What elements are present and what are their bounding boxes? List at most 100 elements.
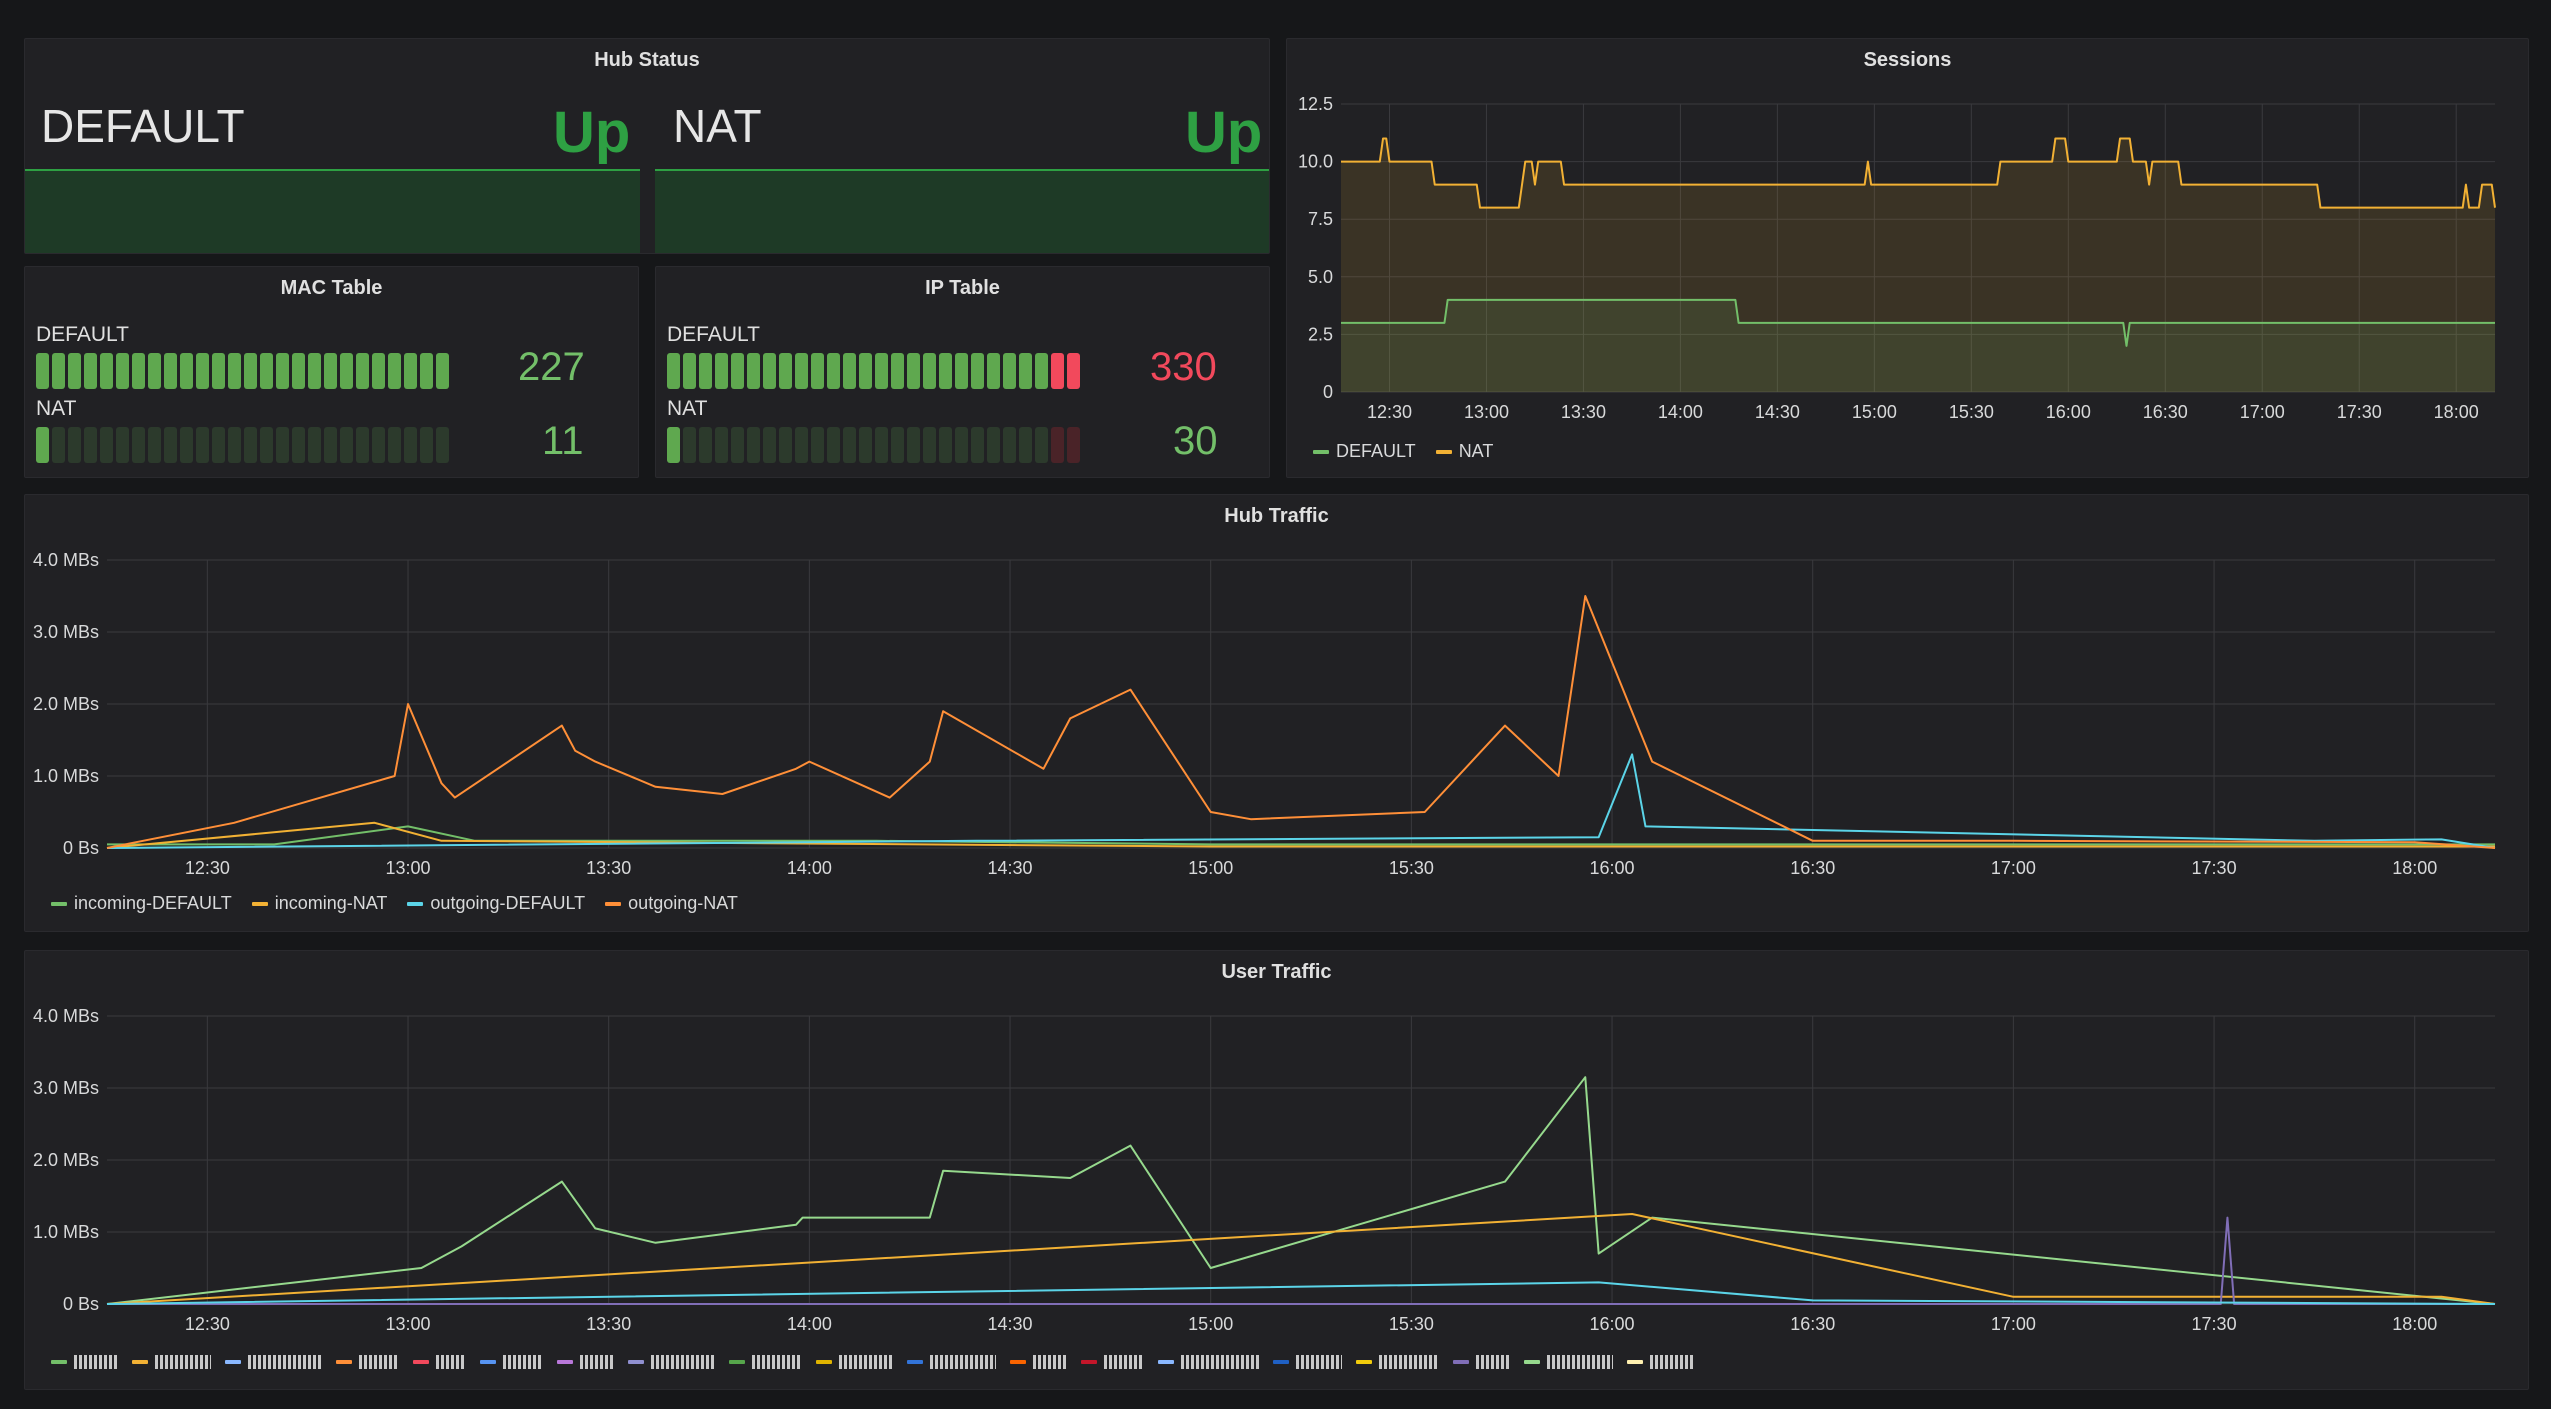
legend-item[interactable] xyxy=(51,1355,118,1369)
gauge-cell xyxy=(356,427,369,463)
gauge-cell xyxy=(1003,353,1016,389)
legend-item[interactable] xyxy=(413,1355,466,1369)
gauge-cell xyxy=(388,353,401,389)
x-tick-label: 15:30 xyxy=(1389,1314,1434,1334)
status-sparkline-default xyxy=(25,169,640,253)
legend-label-redacted xyxy=(1650,1355,1694,1369)
gauge-cell xyxy=(827,353,840,389)
user-traffic-panel: User Traffic 0 Bs 1.0 MBs 2.0 MBs 3.0 MBs 4.… xyxy=(24,950,2529,1390)
bar-gauge-nat xyxy=(36,427,449,463)
legend-item[interactable]: incoming-DEFAULT xyxy=(51,893,232,914)
legend-item[interactable] xyxy=(1273,1355,1342,1369)
series-line xyxy=(106,821,2495,849)
gauge-cell xyxy=(116,427,129,463)
gauge-cell xyxy=(859,427,872,463)
gauge-cell xyxy=(683,427,696,463)
x-tick-label: 17:00 xyxy=(1991,858,2036,878)
gauge-cell xyxy=(356,353,369,389)
legend-item[interactable] xyxy=(1356,1355,1439,1369)
legend-item[interactable] xyxy=(907,1355,996,1369)
legend-item[interactable] xyxy=(1627,1355,1694,1369)
hub-status-panel: Hub Status DEFAULT Up NAT Up xyxy=(24,38,1270,254)
legend-item[interactable] xyxy=(816,1355,893,1369)
y-tick-label: 5.0 xyxy=(1308,267,1333,287)
legend-item[interactable] xyxy=(1524,1355,1613,1369)
panel-title[interactable]: MAC Table xyxy=(280,277,383,299)
gauge-cell xyxy=(372,427,385,463)
gauge-cell xyxy=(955,353,968,389)
legend-item[interactable] xyxy=(1453,1355,1510,1369)
y-tick-label: 0 Bs xyxy=(63,838,99,858)
legend-label: incoming-NAT xyxy=(274,893,388,913)
legend-item[interactable]: NAT xyxy=(1435,441,1494,462)
gauge-cell xyxy=(747,353,760,389)
y-tick-label: 1.0 MBs xyxy=(33,1222,99,1242)
sessions-chart[interactable]: 0 2.5 5.0 7.5 10.0 12.5 12:30 13:00 13:30 14:00 14… xyxy=(1287,39,2530,479)
gauge-cell xyxy=(276,353,289,389)
bar-value-nat: 30 xyxy=(1173,419,1218,463)
legend-item[interactable] xyxy=(1081,1355,1144,1369)
legend-swatch xyxy=(1010,1360,1026,1364)
series-line xyxy=(107,1216,2495,1305)
gauge-cell xyxy=(100,353,113,389)
legend-item[interactable] xyxy=(132,1355,211,1369)
gauge-cell xyxy=(308,353,321,389)
legend-item[interactable] xyxy=(557,1355,614,1369)
hub-traffic-chart[interactable]: 0 Bs 1.0 MBs 2.0 MBs 3.0 MBs 4.0 MBs 12:30 13:… xyxy=(25,495,2530,933)
legend-item[interactable] xyxy=(628,1355,715,1369)
legend-label-redacted xyxy=(580,1355,614,1369)
legend-item[interactable] xyxy=(336,1355,399,1369)
legend-label-redacted xyxy=(248,1355,322,1369)
legend-swatch xyxy=(729,1360,745,1364)
legend-item[interactable] xyxy=(225,1355,322,1369)
legend-label-redacted xyxy=(1181,1355,1259,1369)
legend-swatch xyxy=(51,901,67,906)
legend-swatch xyxy=(336,1360,352,1364)
legend-label-redacted xyxy=(359,1355,399,1369)
gauge-cell xyxy=(196,427,209,463)
panel-title[interactable]: IP Table xyxy=(925,277,1000,299)
legend-swatch xyxy=(1313,449,1329,454)
panel-title[interactable]: User Traffic xyxy=(1221,961,1332,983)
legend-item[interactable]: incoming-NAT xyxy=(251,893,388,914)
gauge-cell xyxy=(795,427,808,463)
x-tick-label: 16:30 xyxy=(1790,1314,1835,1334)
x-tick-label: 15:30 xyxy=(1389,858,1434,878)
bar-label-default: DEFAULT xyxy=(667,323,760,346)
legend-label: NAT xyxy=(1458,441,1494,461)
gauge-cell xyxy=(244,427,257,463)
ip-table-panel: IP Table DEFAULT 330 NAT 30 xyxy=(655,266,1270,478)
y-tick-label: 1.0 MBs xyxy=(33,766,99,786)
x-tick-label: 12:30 xyxy=(185,858,230,878)
legend-label-redacted xyxy=(651,1355,715,1369)
gauge-cell xyxy=(420,353,433,389)
legend-item[interactable] xyxy=(480,1355,543,1369)
x-tick-label: 13:00 xyxy=(385,858,430,878)
x-tick-label: 18:00 xyxy=(2392,858,2437,878)
gauge-cell xyxy=(1003,427,1016,463)
legend-item[interactable] xyxy=(1010,1355,1067,1369)
gauge-cell xyxy=(36,427,49,463)
legend-item[interactable]: outgoing-DEFAULT xyxy=(407,893,585,914)
gauge-cell xyxy=(68,427,81,463)
gauge-cell xyxy=(436,353,449,389)
legend-item[interactable] xyxy=(729,1355,802,1369)
legend-item[interactable]: DEFAULT xyxy=(1313,441,1416,462)
panel-title[interactable]: Hub Traffic xyxy=(1224,505,1329,527)
legend-item[interactable] xyxy=(1158,1355,1259,1369)
legend-item[interactable]: outgoing-NAT xyxy=(605,893,738,914)
x-tick-label: 16:00 xyxy=(1590,858,1635,878)
panel-title[interactable]: Hub Status xyxy=(594,49,700,71)
x-tick-label: 14:00 xyxy=(787,1314,832,1334)
x-tick-label: 13:30 xyxy=(1561,402,1606,422)
stat-name-nat: NAT xyxy=(673,100,762,152)
x-tick-label: 17:30 xyxy=(2192,1314,2237,1334)
gauge-cell xyxy=(372,353,385,389)
user-traffic-chart[interactable]: 0 Bs 1.0 MBs 2.0 MBs 3.0 MBs 4.0 MBs 12:30 13:… xyxy=(25,951,2530,1391)
gauge-cell xyxy=(843,427,856,463)
legend-swatch xyxy=(251,901,268,906)
panel-title[interactable]: Sessions xyxy=(1863,49,1952,71)
gauge-cell xyxy=(340,353,353,389)
gauge-cell xyxy=(388,427,401,463)
legend-swatch xyxy=(1435,449,1452,454)
